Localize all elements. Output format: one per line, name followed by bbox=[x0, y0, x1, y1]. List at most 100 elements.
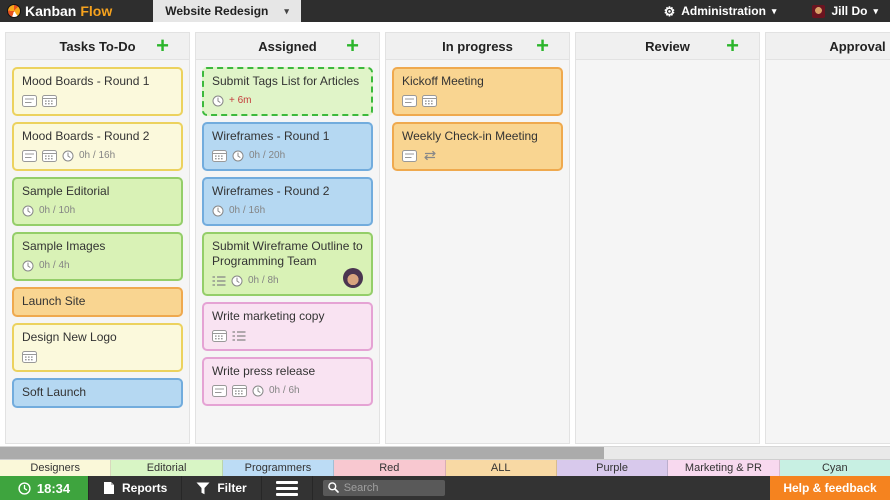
filter-button[interactable]: Filter bbox=[181, 476, 260, 500]
search-icon bbox=[327, 482, 339, 493]
task-card-title: Wireframes - Round 2 bbox=[212, 184, 330, 198]
column-title: Review bbox=[645, 38, 690, 54]
calendar-icon bbox=[42, 94, 57, 107]
task-card[interactable]: Weekly Check-in Meeting bbox=[392, 122, 563, 171]
top-bar: Kanban Flow Website Redesign ▾ ⚙ Administ… bbox=[0, 0, 890, 22]
task-card-meta bbox=[22, 93, 173, 108]
menu-button[interactable] bbox=[260, 476, 312, 500]
clock-icon bbox=[18, 481, 31, 495]
task-card[interactable]: Write press release 0h / 6h bbox=[202, 357, 373, 406]
brand-text-flow: Flow bbox=[80, 3, 113, 19]
assignee-avatar[interactable] bbox=[343, 267, 363, 288]
search-input[interactable] bbox=[322, 480, 445, 496]
kanbanflow-logo[interactable]: Kanban Flow bbox=[0, 0, 112, 22]
task-card[interactable]: Mood Boards - Round 1 bbox=[12, 67, 183, 116]
add-task-button[interactable]: + bbox=[156, 33, 169, 58]
notes-icon bbox=[22, 94, 37, 107]
task-card[interactable]: Submit Tags List for Articles + 6m bbox=[202, 67, 373, 116]
task-card-title: Sample Editorial bbox=[22, 184, 110, 198]
column-header: In progress + bbox=[386, 33, 569, 60]
swimlane-tab-cyan[interactable]: Cyan bbox=[779, 460, 890, 476]
time-estimate-label: 0h / 6h bbox=[269, 385, 300, 396]
swimlane-tab-marketing-pr[interactable]: Marketing & PR bbox=[668, 460, 780, 476]
task-card-title: Weekly Check-in Meeting bbox=[402, 129, 538, 143]
topbar-right: ⚙ Administration ▾ Jill Do ▾ bbox=[664, 0, 890, 22]
swimlane-tab-designers[interactable]: Designers bbox=[0, 460, 112, 476]
clock-icon bbox=[231, 275, 243, 287]
task-card-meta bbox=[22, 349, 173, 364]
task-card-meta bbox=[212, 328, 363, 343]
column-tasks-to-do: Tasks To-Do + Mood Boards - Round 1 Mood Bo… bbox=[5, 32, 190, 444]
repeat-icon bbox=[422, 150, 438, 161]
administration-menu[interactable]: ⚙ Administration ▾ bbox=[664, 4, 777, 18]
swimlane-tab-red[interactable]: Red bbox=[334, 460, 446, 476]
task-card-title: Wireframes - Round 1 bbox=[212, 129, 330, 143]
notes-icon bbox=[212, 384, 227, 397]
task-card[interactable]: Design New Logo bbox=[12, 323, 183, 372]
column-assigned: Assigned + Submit Tags List for Articles + … bbox=[195, 32, 380, 444]
column-review: Review + bbox=[575, 32, 760, 444]
swimlane-tab-purple[interactable]: Purple bbox=[556, 460, 669, 476]
help-feedback-label: Help & feedback bbox=[783, 481, 877, 495]
swimlane-tab-programmers[interactable]: Programmers bbox=[222, 460, 335, 476]
calendar-icon bbox=[232, 384, 247, 397]
brand-text-kanban: Kanban bbox=[25, 3, 77, 19]
task-card[interactable]: Write marketing copy bbox=[202, 302, 373, 351]
add-task-button[interactable]: + bbox=[726, 33, 739, 58]
swimlane-tab-all[interactable]: ALL bbox=[445, 460, 557, 476]
board-selector[interactable]: Website Redesign ▾ bbox=[153, 0, 301, 22]
add-task-button[interactable]: + bbox=[346, 33, 359, 58]
task-card-title: Submit Wireframe Outline to Programming … bbox=[212, 239, 363, 268]
reports-button[interactable]: Reports bbox=[88, 476, 181, 500]
help-feedback-button[interactable]: Help & feedback bbox=[770, 476, 890, 500]
task-card-title: Kickoff Meeting bbox=[402, 74, 484, 88]
calendar-icon bbox=[212, 329, 227, 342]
checklist-icon bbox=[212, 275, 226, 287]
task-card[interactable]: Wireframes - Round 2 0h / 16h bbox=[202, 177, 373, 226]
column-body bbox=[576, 60, 759, 443]
add-task-button[interactable]: + bbox=[536, 33, 549, 58]
column-header: Review + bbox=[576, 33, 759, 60]
clock-icon bbox=[212, 205, 224, 217]
task-card-meta: 0h / 20h bbox=[212, 148, 363, 163]
column-header: Assigned + bbox=[196, 33, 379, 60]
calendar-icon bbox=[42, 149, 57, 162]
horizontal-scrollbar[interactable] bbox=[0, 446, 890, 460]
task-card[interactable]: Launch Site bbox=[12, 287, 183, 317]
task-card[interactable]: Sample Editorial 0h / 10h bbox=[12, 177, 183, 226]
task-card[interactable]: Submit Wireframe Outline to Programming … bbox=[202, 232, 373, 296]
notes-icon bbox=[402, 94, 417, 107]
timer-button[interactable]: 18:34 bbox=[0, 476, 88, 500]
bottom-bar: 18:34 Reports Filter Help & feedback bbox=[0, 476, 890, 500]
task-card-meta: 0h / 16h bbox=[212, 203, 363, 218]
timer-value: 18:34 bbox=[36, 480, 71, 496]
task-card-meta: 0h / 10h bbox=[22, 203, 173, 218]
swimlane-tab-editorial[interactable]: Editorial bbox=[111, 460, 223, 476]
chevron-down-icon: ▾ bbox=[873, 5, 878, 16]
clock-icon bbox=[62, 150, 74, 162]
scrollbar-thumb[interactable] bbox=[0, 447, 604, 459]
task-card-title: Mood Boards - Round 1 bbox=[22, 74, 150, 88]
task-card[interactable]: Sample Images 0h / 4h bbox=[12, 232, 183, 281]
bottombar-spacer bbox=[455, 476, 770, 500]
user-name-label: Jill Do bbox=[831, 4, 868, 18]
task-card[interactable]: Wireframes - Round 1 0h / 20h bbox=[202, 122, 373, 171]
column-header: Approval bbox=[766, 33, 890, 60]
task-card[interactable]: Mood Boards - Round 2 0h / 16h bbox=[12, 122, 183, 171]
funnel-icon bbox=[196, 482, 210, 495]
task-card-meta: + 6m bbox=[212, 93, 363, 108]
notes-icon bbox=[22, 149, 37, 162]
calendar-icon bbox=[212, 149, 227, 162]
notes-icon bbox=[402, 149, 417, 162]
task-card-title: Write press release bbox=[212, 364, 316, 378]
task-card-title: Mood Boards - Round 2 bbox=[22, 129, 150, 143]
time-estimate-label: 0h / 16h bbox=[229, 205, 266, 216]
task-card[interactable]: Kickoff Meeting bbox=[392, 67, 563, 116]
user-menu[interactable]: Jill Do ▾ bbox=[812, 4, 878, 18]
column-title: Approval bbox=[829, 38, 886, 54]
reports-label: Reports bbox=[122, 481, 168, 495]
kanban-board: Tasks To-Do + Mood Boards - Round 1 Mood Bo… bbox=[0, 22, 890, 446]
task-card[interactable]: Soft Launch bbox=[12, 378, 183, 408]
clock-icon bbox=[252, 385, 264, 397]
